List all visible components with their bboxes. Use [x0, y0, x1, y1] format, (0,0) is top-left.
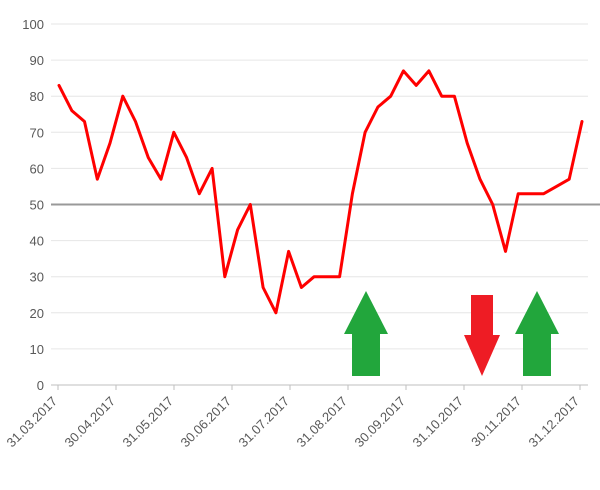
gridlines — [51, 23, 588, 350]
y-tick-label: 70 — [30, 125, 44, 140]
x-tick-label: 31.07.2017 — [235, 394, 292, 451]
y-axis-tick-labels: 0 10 20 30 40 50 60 70 80 90 100 — [22, 17, 44, 393]
arrow-up-icon — [344, 291, 388, 376]
y-tick-label: 90 — [30, 53, 44, 68]
y-tick-label: 80 — [30, 89, 44, 104]
y-tick-label: 60 — [30, 161, 44, 176]
series-points — [58, 70, 583, 313]
x-tick-label: 31.12.2017 — [525, 394, 582, 451]
x-tick-label: 30.09.2017 — [351, 394, 408, 451]
x-axis-ticks — [57, 385, 581, 390]
y-tick-label: 30 — [30, 270, 44, 285]
annotation-arrows — [344, 291, 559, 376]
y-tick-label: 20 — [30, 306, 44, 321]
x-tick-label: 30.06.2017 — [177, 394, 234, 451]
x-tick-label: 31.03.2017 — [3, 394, 60, 451]
x-tick-label: 31.05.2017 — [119, 394, 176, 451]
arrow-down-icon — [464, 295, 500, 376]
y-tick-label: 100 — [22, 17, 44, 32]
arrow-up-icon — [515, 291, 559, 376]
series-line — [57, 69, 584, 315]
x-tick-label: 31.10.2017 — [409, 394, 466, 451]
y-tick-label: 50 — [30, 198, 44, 213]
y-tick-label: 40 — [30, 234, 44, 249]
x-tick-label: 31.08.2017 — [293, 394, 350, 451]
y-tick-label: 0 — [37, 378, 44, 393]
x-tick-label: 30.11.2017 — [468, 394, 524, 450]
x-tick-label: 30.04.2017 — [61, 394, 118, 451]
y-tick-label: 10 — [30, 342, 44, 357]
x-axis-tick-labels: 31.03.2017 30.04.2017 31.05.2017 30.06.2017… — [3, 394, 582, 451]
